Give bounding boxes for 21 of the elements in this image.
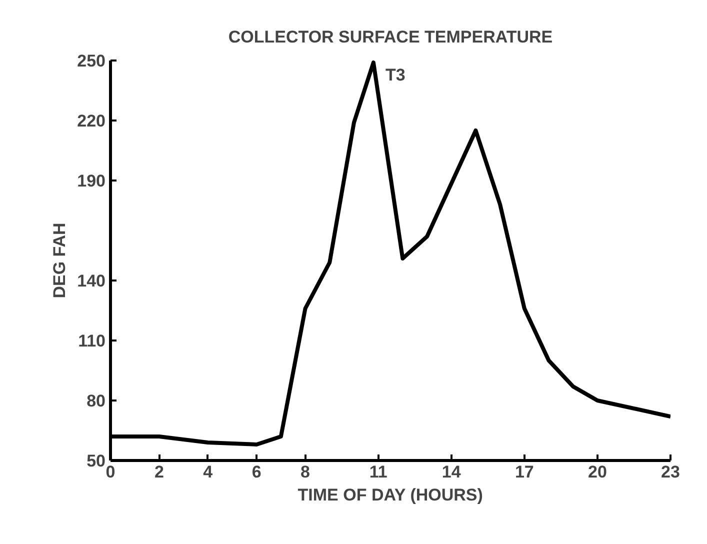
x-tick-label: 8 (300, 462, 310, 482)
y-tick-label: 140 (77, 272, 106, 290)
y-tick-label: 110 (78, 332, 106, 350)
x-tick-label: 17 (514, 462, 534, 482)
y-tick-label: 80 (86, 392, 106, 410)
x-tick-label: 0 (106, 462, 116, 482)
x-tick-label: 11 (369, 462, 388, 482)
x-tick-label: 23 (661, 462, 680, 482)
y-tick-label: 250 (77, 52, 106, 70)
annotation: T3 (385, 66, 406, 84)
x-tick-label: 14 (442, 462, 462, 482)
chart-title: COLLECTOR SURFACE TEMPERATURE (228, 28, 553, 46)
x-tick-label: 2 (154, 462, 164, 482)
x-tick-label: 20 (588, 462, 607, 482)
y-tick-label: 50 (86, 452, 106, 470)
x-axis-title: TIME OF DAY (HOURS) (298, 486, 483, 504)
x-tick-label: 6 (252, 462, 262, 482)
y-tick-label: 190 (77, 172, 106, 190)
y-axis-title: DEG FAH (50, 222, 70, 298)
x-tick-label: 4 (203, 462, 214, 482)
y-tick-label: 220 (77, 112, 106, 130)
